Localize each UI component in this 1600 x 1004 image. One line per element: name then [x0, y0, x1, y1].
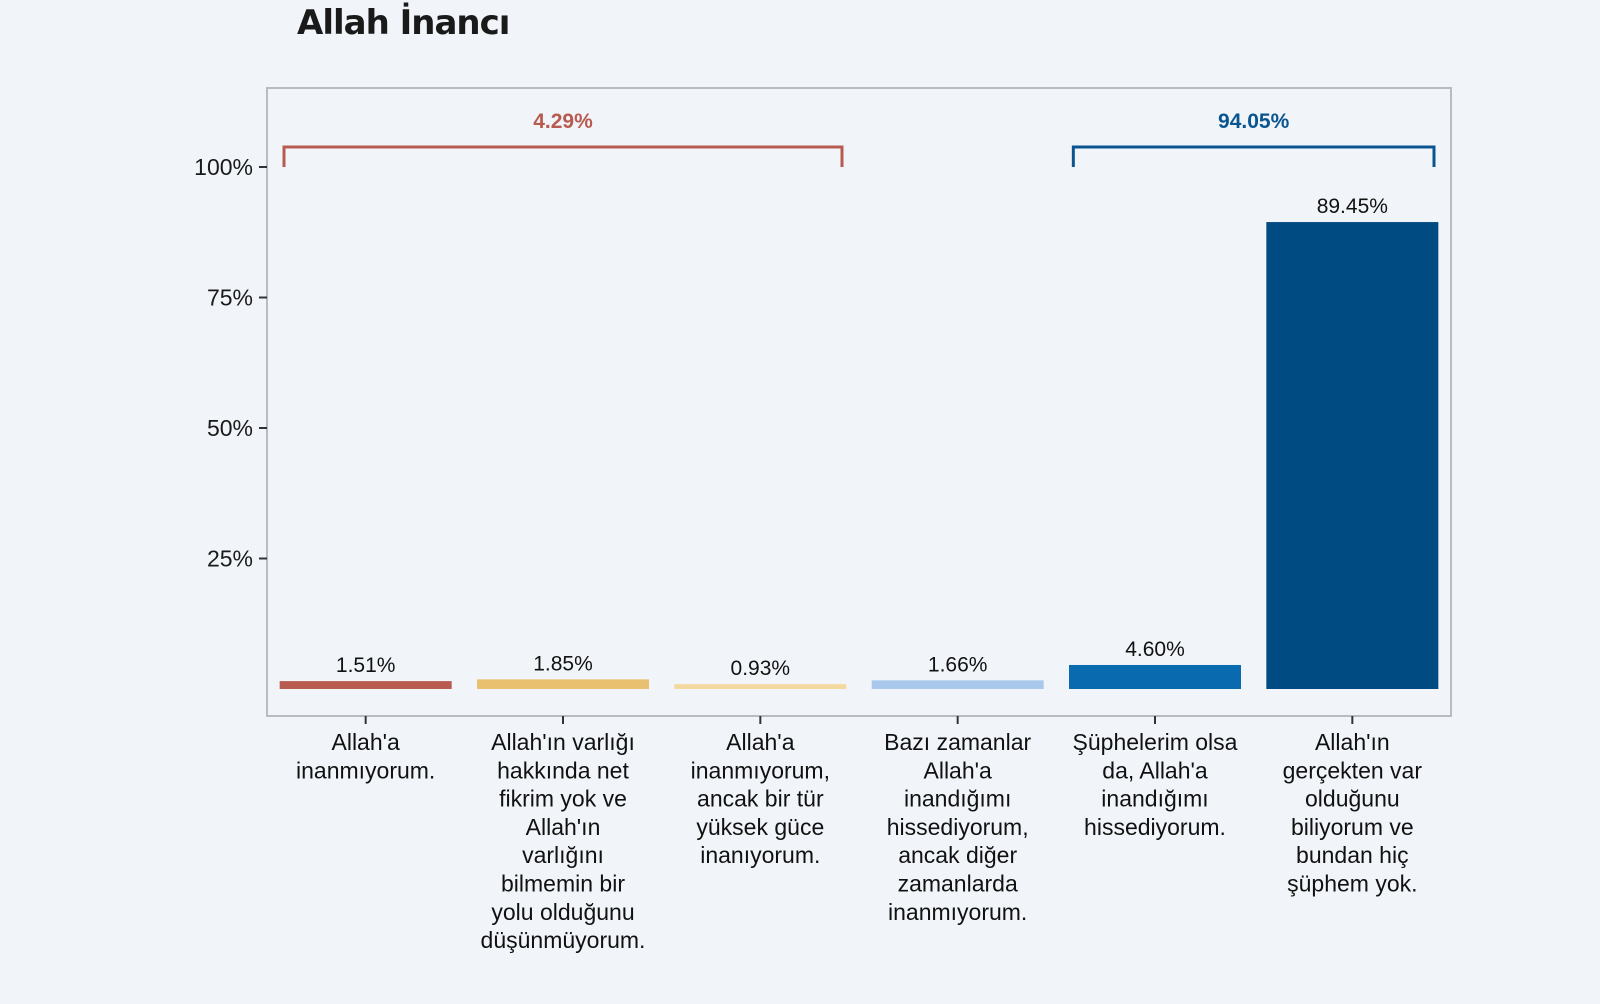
category-label: Allah'a inanmıyorum. [296, 729, 435, 783]
value-label: 0.93% [731, 657, 791, 680]
value-label: 89.45% [1317, 195, 1388, 218]
value-label: 1.51% [336, 654, 396, 677]
value-label: 1.66% [928, 653, 988, 676]
y-tick-label: 75% [207, 285, 253, 311]
group-total-label: 94.05% [1218, 110, 1290, 133]
group-total-label: 4.29% [533, 110, 593, 133]
plot-frame [266, 87, 1452, 717]
category-label: Şüphelerim olsa da, Allah'a inandığımı hiss… [1073, 729, 1238, 840]
y-axis: 25% 50% 75% 100% [194, 154, 267, 572]
group-bracket [1071, 145, 1436, 167]
bar [477, 679, 649, 689]
category-label: Allah'a inanmıyorum, ancak bir tür yüksek g… [691, 729, 830, 868]
category-label: Allah'ın varlığı hakkında net fikrim yok v… [481, 729, 646, 953]
bar [674, 684, 847, 689]
bars [279, 222, 1439, 690]
group-bracket [282, 145, 844, 167]
x-axis: Allah'a inanmıyorum. Allah'ın varlığı hakkı… [296, 716, 1422, 953]
y-tick-label: 25% [207, 546, 253, 572]
bar [1266, 222, 1439, 690]
bar [1069, 664, 1241, 689]
category-label: Bazı zamanlar Allah'a inandığımı hissediyor… [884, 729, 1031, 925]
value-label: 4.60% [1125, 638, 1185, 661]
bar [871, 680, 1044, 689]
y-tick-label: 50% [207, 415, 253, 441]
category-label: Allah'ın gerçekten var olduğunu biliyorum v… [1283, 729, 1423, 897]
chart-title: Allah İnancı [297, 2, 509, 43]
bar [279, 681, 452, 689]
value-labels: 1.51% 1.85% 0.93% 1.66% 4.60% 89.45% [336, 195, 1388, 680]
group-brackets: 4.29% 94.05% [282, 110, 1436, 167]
value-label: 1.85% [533, 652, 593, 675]
y-tick-label: 100% [194, 154, 253, 180]
